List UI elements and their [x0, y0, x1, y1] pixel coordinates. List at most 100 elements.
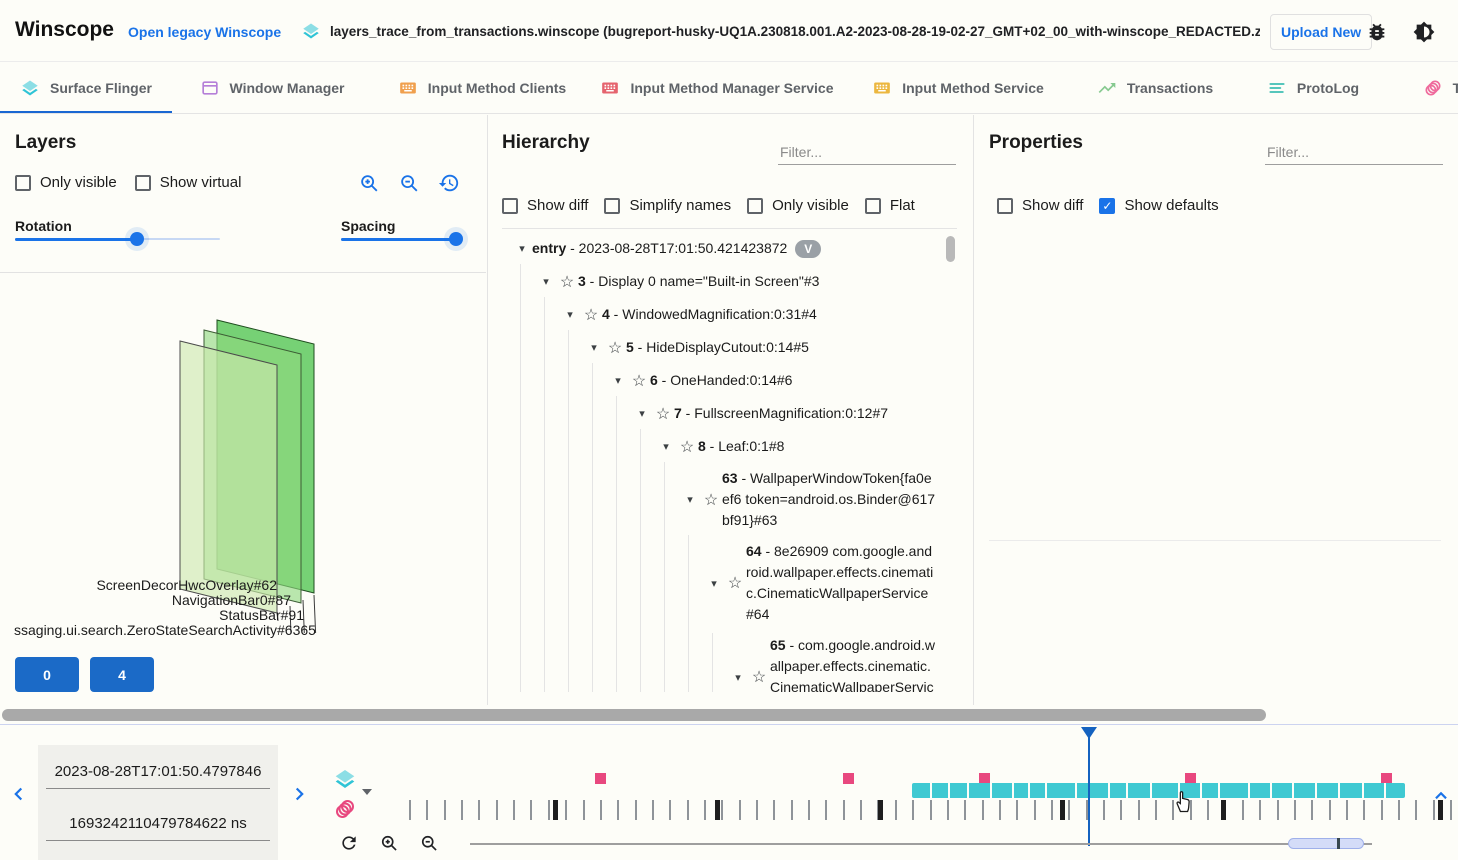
tree-node-64[interactable]: ▾ ☆ 64 - 8e26909 com.google.android.wallpa…	[502, 536, 946, 630]
display-button-4[interactable]: 4	[90, 657, 154, 692]
transitions-trace-icon[interactable]	[333, 797, 357, 821]
playhead-line[interactable]	[1088, 727, 1090, 846]
prev-entry-chevron[interactable]	[8, 783, 30, 805]
rotation-slider[interactable]	[15, 232, 220, 246]
star-icon[interactable]: ☆	[631, 372, 647, 390]
tree-node-entry[interactable]: ▾ entry - 2023-08-28T17:01:50.421423872 V	[502, 232, 946, 265]
transition-marker[interactable]	[843, 773, 854, 784]
hierarchy-scrollbar[interactable]	[946, 236, 955, 262]
timestamp-human-input[interactable]	[46, 759, 270, 789]
star-icon[interactable]: ☆	[751, 669, 767, 686]
star-icon[interactable]: ☆	[727, 575, 743, 592]
checkbox-box[interactable]	[134, 174, 151, 191]
checkbox-flat[interactable]: Flat	[864, 197, 915, 214]
tree-node-label[interactable]: 6 - OneHanded:0:14#6	[650, 372, 793, 388]
timeline-zoom-out-icon[interactable]	[419, 833, 439, 853]
layers-3d-view[interactable]	[0, 272, 486, 667]
tree-node-label[interactable]: 65 - com.google.android.wallpaper.effect…	[770, 637, 935, 692]
expand-chevron-icon[interactable]: ▾	[567, 309, 573, 321]
tab-surface-flinger[interactable]: Surface Flinger	[0, 62, 172, 113]
tree-node-5[interactable]: ▾ ☆ 5 - HideDisplayCutout:0:14#5	[502, 331, 946, 364]
checkbox-box[interactable]	[502, 197, 518, 214]
transition-marker[interactable]	[1381, 773, 1392, 784]
checkbox-box[interactable]	[15, 174, 31, 191]
star-icon[interactable]: ☆	[679, 438, 695, 456]
checkbox-only-visible[interactable]: Only visible	[15, 174, 117, 191]
tree-node-4[interactable]: ▾ ☆ 4 - WindowedMagnification:0:31#4	[502, 298, 946, 331]
reset-view-icon[interactable]	[438, 172, 460, 194]
spacing-slider[interactable]	[341, 232, 463, 246]
expand-chevron-icon[interactable]: ▾	[543, 276, 549, 288]
checkbox-box[interactable]	[604, 197, 621, 214]
tab-window-manager[interactable]: Window Manager	[172, 62, 372, 113]
tree-node-label[interactable]: 5 - HideDisplayCutout:0:14#5	[626, 339, 809, 355]
star-icon[interactable]: ☆	[559, 273, 575, 291]
expand-chevron-icon[interactable]: ▾	[591, 342, 597, 354]
collapse-timeline-chevron[interactable]	[1430, 785, 1452, 807]
expand-chevron-icon[interactable]: ▾	[519, 243, 525, 255]
tab-transitions[interactable]: Transitions	[1390, 62, 1458, 113]
tree-node-63[interactable]: ▾ ☆ 63 - WallpaperWindowToken{fa0eef6 toke…	[502, 463, 946, 536]
checkbox-box[interactable]	[864, 197, 881, 214]
upload-new-button[interactable]: Upload New	[1270, 14, 1373, 50]
timeline-zoom-in-icon[interactable]	[379, 833, 399, 853]
tree-node-label[interactable]: 64 - 8e26909 com.google.android.wallpape…	[746, 543, 934, 622]
star-icon[interactable]: ☆	[655, 405, 671, 423]
tab-transactions[interactable]: Transactions	[1074, 62, 1236, 113]
trace-entries-bar[interactable]	[912, 783, 1405, 798]
transition-marker[interactable]	[979, 773, 990, 784]
checkbox-simplify-names[interactable]: Simplify names	[604, 197, 731, 214]
tab-input-method-clients[interactable]: Input Method Clients	[372, 62, 592, 113]
star-icon[interactable]: ☆	[607, 339, 623, 357]
trace-selector-caret[interactable]	[362, 789, 372, 795]
zoom-out-icon[interactable]	[398, 172, 420, 194]
tab-input-method-manager-service[interactable]: Input Method Manager Service	[592, 62, 842, 113]
tree-node-label[interactable]: 63 - WallpaperWindowToken{fa0eef6 token=…	[722, 470, 936, 528]
expand-chevron-icon[interactable]: ▾	[639, 408, 645, 420]
checkbox-box[interactable]	[747, 197, 764, 214]
expand-chevron-icon[interactable]: ▾	[711, 577, 717, 590]
checkbox-box[interactable]	[997, 197, 1013, 214]
star-icon[interactable]: ☆	[583, 306, 599, 324]
checkbox-box[interactable]: ✓	[1099, 197, 1116, 214]
tree-node-65[interactable]: ▾ ☆ 65 - com.google.android.wallpaper.effe…	[502, 630, 946, 692]
horizontal-scrollbar-thumb[interactable]	[2, 709, 1266, 721]
hierarchy-filter-input[interactable]	[778, 140, 956, 165]
checkbox-only-visible[interactable]: Only visible	[747, 197, 849, 214]
checkbox-show-diff[interactable]: Show diff	[502, 197, 588, 214]
tree-node-label[interactable]: 8 - Leaf:0:1#8	[698, 438, 785, 454]
transition-marker[interactable]	[595, 773, 606, 784]
refresh-icon[interactable]	[339, 833, 359, 853]
tab-protolog[interactable]: ProtoLog	[1236, 62, 1390, 113]
tree-node-label[interactable]: 3 - Display 0 name="Built-in Screen"#3	[578, 273, 820, 289]
zoom-in-icon[interactable]	[358, 172, 380, 194]
display-button-0[interactable]: 0	[15, 657, 79, 692]
checkbox-show-defaults[interactable]: ✓ Show defaults	[1099, 197, 1219, 214]
expand-chevron-icon[interactable]: ▾	[735, 671, 741, 684]
checkbox-show-diff[interactable]: Show diff	[997, 197, 1083, 214]
tree-node-8[interactable]: ▾ ☆ 8 - Leaf:0:1#8	[502, 430, 946, 463]
checkbox-show-virtual[interactable]: Show virtual	[134, 174, 241, 191]
surface-flinger-trace-icon[interactable]	[333, 767, 357, 791]
tree-node-6[interactable]: ▾ ☆ 6 - OneHanded:0:14#6	[502, 364, 946, 397]
expand-chevron-icon[interactable]: ▾	[663, 441, 669, 453]
tree-node-7[interactable]: ▾ ☆ 7 - FullscreenMagnification:0:12#7	[502, 397, 946, 430]
tab-input-method-service[interactable]: Input Method Service	[842, 62, 1074, 113]
tree-node-label[interactable]: entry - 2023-08-28T17:01:50.421423872 V	[532, 233, 822, 264]
properties-filter-input[interactable]	[1265, 140, 1443, 165]
timestamp-ns-input[interactable]	[46, 811, 270, 841]
open-legacy-link[interactable]: Open legacy Winscope	[128, 24, 282, 40]
expand-chevron-icon[interactable]: ▾	[687, 494, 693, 506]
star-icon[interactable]: ☆	[703, 491, 719, 509]
next-entry-chevron[interactable]	[288, 783, 310, 805]
bug-report-icon[interactable]	[1366, 21, 1388, 43]
dark-mode-icon[interactable]	[1413, 21, 1435, 43]
tree-node-3[interactable]: ▾ ☆ 3 - Display 0 name="Built-in Screen"#3	[502, 265, 946, 298]
transition-marker[interactable]	[1185, 773, 1196, 784]
expand-chevron-icon[interactable]: ▾	[615, 375, 621, 387]
tree-node-label[interactable]: 4 - WindowedMagnification:0:31#4	[602, 306, 817, 322]
tree-node-label[interactable]: 7 - FullscreenMagnification:0:12#7	[674, 405, 889, 421]
timeline-range-track[interactable]	[470, 843, 1372, 845]
timeline-range-handle[interactable]	[1288, 838, 1364, 849]
playhead-handle[interactable]	[1081, 727, 1097, 739]
